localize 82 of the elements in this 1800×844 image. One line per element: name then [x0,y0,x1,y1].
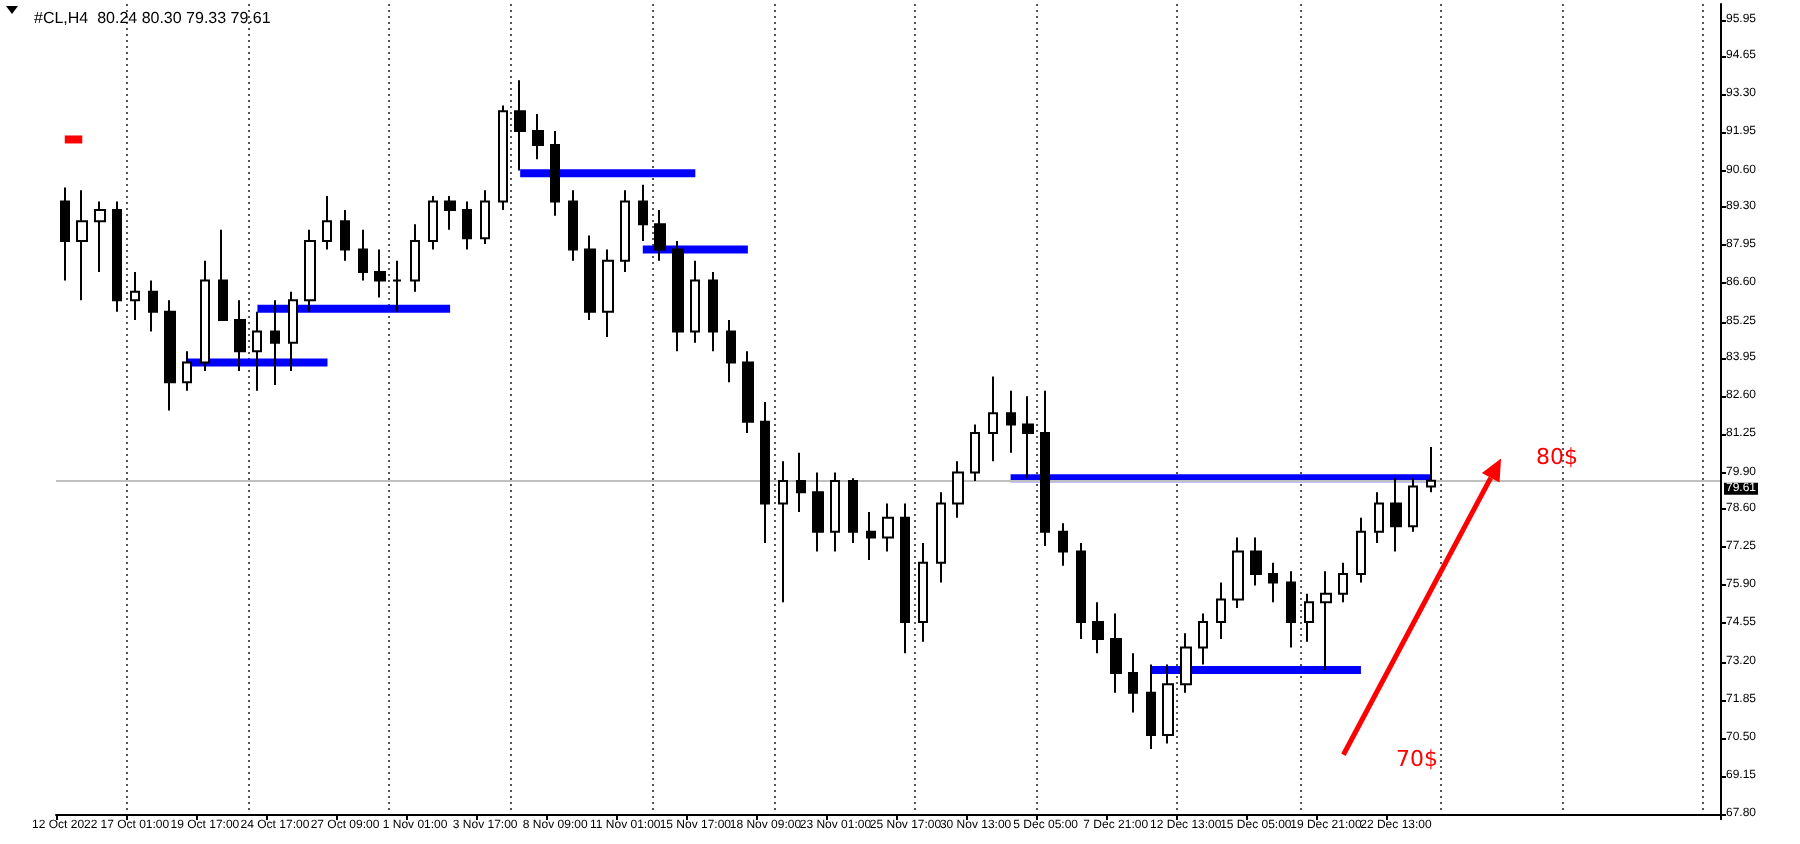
candlestick [742,350,754,434]
candlestick [1146,663,1156,751]
candlestick [900,502,910,655]
candlestick [550,130,560,217]
candlestick [1250,536,1262,587]
candlestick [392,259,402,313]
candlestick [1198,612,1208,666]
candlestick [584,234,596,322]
candlestick [1338,561,1348,604]
candlestick [812,471,824,553]
candlestick [568,189,578,262]
candlestick [1304,592,1314,643]
candlestick [1058,522,1068,567]
candlestick [1408,477,1418,533]
candlestick [270,299,280,387]
candlestick [234,299,246,372]
candlestick [322,194,332,251]
candlestick [288,290,298,372]
candlestick [1374,491,1384,545]
candlestick [1180,632,1192,694]
candlestick [1268,561,1278,604]
candlestick [1022,395,1034,480]
candlestick [410,223,420,293]
candlestick [1390,477,1402,553]
candlestick [514,79,526,172]
chart-title: #CL,H4 80.24 80.30 79.33 79.61 [34,9,272,27]
candlestick [970,423,980,482]
candlestick [1426,446,1436,494]
candlestick [638,183,648,243]
candlestick [690,259,700,344]
candlestick [340,209,350,262]
candlestick [130,271,140,322]
candlestick [148,279,158,333]
candlestick [1320,570,1332,672]
candlestick [94,200,106,274]
candlestick [200,259,210,372]
candlestick [952,460,964,519]
candlestick [182,350,192,392]
candlestick [1092,601,1104,655]
candlestick [444,194,456,231]
candlestick [218,228,228,322]
candlestick [252,310,262,392]
candlestick [1110,612,1122,694]
candlestick [778,460,788,604]
candlestick [374,248,386,299]
candlestick [620,189,630,274]
candlestick [304,228,316,313]
candlestick [462,200,472,251]
candlestick [1232,536,1244,609]
candlestick [796,451,806,514]
candlestick [358,228,368,282]
candlestick [848,477,858,545]
candlestick [480,189,490,245]
candlestick [708,271,718,353]
candlestick [918,542,928,643]
candlestick [164,299,176,412]
candlestick [428,194,438,251]
candlestick [672,240,684,353]
candlestick [112,200,122,313]
candlestick [988,375,998,463]
candlestick [1162,663,1174,745]
candlestick [760,400,770,545]
candlestick [60,186,70,282]
candlestick [1128,652,1138,714]
annotation: 70$ [1395,745,1438,772]
candlestick [76,189,88,302]
candlestick [602,248,614,339]
candlestick [1216,581,1226,641]
candlestick [1040,389,1050,547]
candlestick [498,104,508,212]
candlestick [1006,389,1016,454]
annotation: 80$ [1536,443,1579,470]
candlestick [866,511,876,561]
candlestick [936,491,946,584]
candlestick [654,209,666,262]
candlestick [1286,570,1296,649]
candlestick [830,471,840,553]
candlestick [726,319,736,384]
candlestick [532,113,544,161]
candlestick [1076,542,1086,641]
candlestick [1356,516,1366,584]
candlestick [882,502,894,553]
